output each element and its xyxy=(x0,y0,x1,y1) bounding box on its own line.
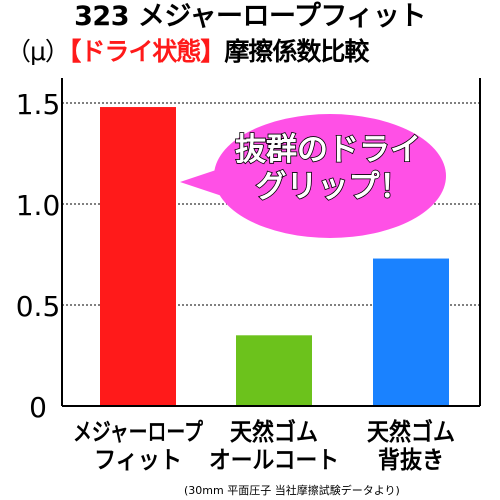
x-category-label: 天然ゴム xyxy=(367,418,455,446)
axes xyxy=(61,78,481,407)
chart-title-line2: （μ）【ドライ状態】摩擦係数比較 xyxy=(6,34,369,70)
x-category-label: 背抜き xyxy=(378,446,444,474)
x-category-label: メジャーロープ xyxy=(73,418,204,446)
callout-text-line1: 抜群のドライ xyxy=(235,132,421,168)
footnote: (30mm 平面圧子 当社摩擦試験データより) xyxy=(184,484,400,497)
x-category-label: 天然ゴム xyxy=(230,418,318,446)
bars xyxy=(100,107,449,406)
x-category-label: オールコート xyxy=(209,446,339,474)
highlight-label: 【ドライ状態】 xyxy=(68,37,226,66)
y-tick-label: 1.5 xyxy=(16,88,61,121)
y-tick-label: 0 xyxy=(29,391,47,424)
bar xyxy=(236,335,312,406)
bar xyxy=(100,107,176,406)
unit-label: （μ） xyxy=(6,37,70,66)
callout-bubble: 抜群のドライ グリップ！ xyxy=(180,114,446,238)
title-suffix: 摩擦係数比較 xyxy=(224,37,369,66)
chart-title-line1: 323 メジャーロープフィット xyxy=(74,1,426,32)
callout-text-line2: グリップ！ xyxy=(256,169,411,205)
x-category-label: フィット xyxy=(94,446,182,474)
y-tick-label: 0.5 xyxy=(16,290,61,323)
bar xyxy=(373,258,449,406)
callout-ellipse xyxy=(214,114,446,238)
y-tick-label: 1.0 xyxy=(16,189,61,222)
y-tick-labels: 0 0.5 1.0 1.5 xyxy=(16,88,61,424)
